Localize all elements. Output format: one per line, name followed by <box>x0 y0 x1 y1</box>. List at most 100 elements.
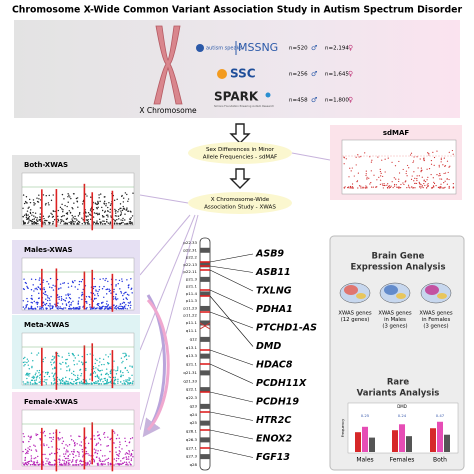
noise-dot <box>407 184 410 186</box>
gene-name: HDAC8 <box>256 360 293 371</box>
noise-dot <box>29 201 32 204</box>
noise-dot <box>65 463 67 465</box>
noise-dot <box>42 194 45 196</box>
noise-dot <box>132 456 134 458</box>
noise-dot <box>38 377 41 379</box>
gene-link <box>209 391 254 403</box>
noise-dot <box>60 215 63 218</box>
noise-dot <box>46 379 48 381</box>
noise-dot <box>123 383 125 385</box>
noise-dot <box>98 457 100 459</box>
noise-dot <box>65 362 67 364</box>
noise-dot <box>34 374 37 376</box>
noise-dot <box>65 376 67 379</box>
noise-dot <box>52 383 55 385</box>
panel-title: Both-XWAS <box>24 161 68 169</box>
noise-dot <box>61 303 64 305</box>
noise-dot <box>30 449 33 451</box>
noise-dot <box>68 210 71 212</box>
noise-dot <box>398 160 400 163</box>
noise-dot <box>36 462 39 464</box>
noise-dot <box>68 370 71 372</box>
noise-dot <box>115 463 117 465</box>
noise-dot <box>33 461 36 463</box>
noise-dot <box>44 293 46 296</box>
noise-dot <box>439 178 441 180</box>
noise-dot <box>107 464 109 466</box>
noise-dot <box>27 447 29 449</box>
noise-dot <box>448 178 450 181</box>
noise-dot <box>38 369 41 372</box>
noise-dot <box>100 363 103 366</box>
noise-dot <box>125 379 127 381</box>
noise-dot <box>81 222 83 225</box>
logo-icon <box>196 44 204 52</box>
noise-dot <box>84 301 87 303</box>
noise-dot <box>122 219 124 222</box>
manhattan <box>22 343 134 390</box>
noise-dot <box>99 193 102 195</box>
noise-dot <box>94 294 96 296</box>
noise-dot <box>71 383 74 385</box>
noise-dot <box>42 215 45 217</box>
noise-dot <box>114 376 116 379</box>
noise-dot <box>26 451 28 454</box>
noise-dot <box>108 288 110 290</box>
noise-dot <box>97 213 99 216</box>
noise-dot <box>100 444 102 446</box>
noise-dot <box>120 210 122 212</box>
noise-dot <box>77 464 80 466</box>
title: Chromosome X-Wide Common Variant Associa… <box>12 5 463 16</box>
noise-dot <box>410 152 413 154</box>
noise-dot <box>64 307 67 309</box>
noise-dot <box>52 210 55 213</box>
noise-dot <box>75 461 77 464</box>
noise-dot <box>36 433 39 436</box>
noise-dot <box>69 459 71 462</box>
noise-dot <box>22 450 24 453</box>
noise-dot <box>73 360 75 362</box>
noise-dot <box>22 306 25 308</box>
noise-dot <box>23 365 25 367</box>
noise-dot <box>48 223 50 225</box>
band <box>200 454 210 460</box>
noise-dot <box>49 306 51 308</box>
noise-dot <box>71 372 73 374</box>
noise-dot <box>97 368 99 370</box>
noise-dot <box>50 437 52 439</box>
bar-shape <box>406 436 412 452</box>
noise-dot <box>81 203 84 205</box>
bar-shape <box>399 424 405 452</box>
noise-dot <box>33 204 35 206</box>
axis-title: Frequency <box>341 418 345 437</box>
noise-dot <box>113 464 115 466</box>
noise-dot <box>82 306 84 308</box>
noise-dot <box>382 187 384 189</box>
hit <box>83 427 86 470</box>
noise-dot <box>123 380 125 382</box>
noise-dot <box>88 223 90 225</box>
noise-dot <box>73 451 75 453</box>
noise-dot <box>67 201 69 203</box>
noise-dot <box>115 308 118 310</box>
noise-dot <box>109 222 112 224</box>
noise-dot <box>61 203 63 206</box>
noise-dot <box>57 215 59 218</box>
noise-dot <box>131 366 133 368</box>
noise-dot <box>66 358 68 361</box>
noise-dot <box>444 180 446 182</box>
noise-dot <box>124 307 126 310</box>
noise-dot <box>64 383 67 385</box>
noise-dot <box>98 437 101 440</box>
noise-dot <box>420 187 422 189</box>
noise-dot <box>74 308 76 310</box>
noise-dot <box>430 163 433 165</box>
noise-dot <box>118 305 120 308</box>
noise-dot <box>27 287 29 290</box>
noise-dot <box>106 381 108 383</box>
noise-dot <box>30 436 32 439</box>
noise-dot <box>117 215 120 217</box>
noise-dot <box>54 367 56 370</box>
noise-dot <box>66 222 68 224</box>
noise-dot <box>99 223 102 225</box>
